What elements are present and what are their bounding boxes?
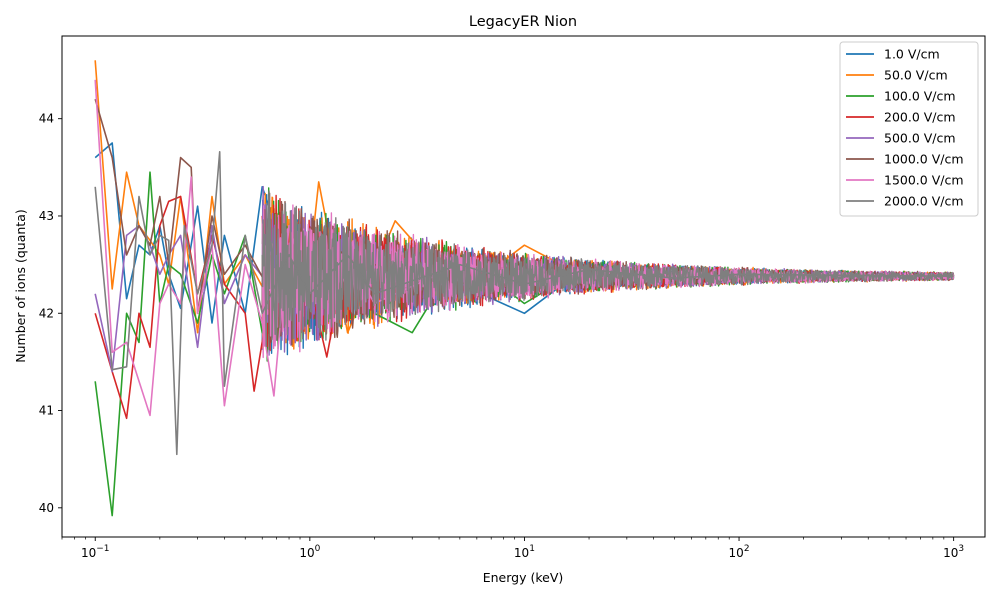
legend-label: 2000.0 V/cm [884, 194, 964, 209]
legend-box [839, 41, 979, 217]
x-tick-label: 103 [943, 544, 964, 560]
legend-label: 1500.0 V/cm [884, 173, 964, 188]
y-tick-label: 42 [39, 306, 54, 320]
y-tick-label: 40 [39, 501, 54, 515]
y-axis: 40 41 42 43 44 [39, 112, 62, 515]
x-axis: 10−1 100 101 102 103 [61, 537, 964, 560]
legend: 1.0 V/cm 50.0 V/cm 100.0 V/cm 200.0 V/cm 500… [839, 41, 979, 217]
x-tick-label: 10−1 [81, 544, 110, 560]
x-tick-label: 100 [299, 544, 320, 560]
legend-label: 1000.0 V/cm [884, 152, 964, 167]
legend-label: 50.0 V/cm [884, 68, 948, 83]
x-tick-label: 101 [514, 544, 535, 560]
y-axis-label: Number of ions (quanta) [13, 209, 28, 363]
series-line [94, 151, 954, 456]
plot-frame [61, 35, 986, 538]
series-line [94, 171, 954, 517]
series-noise-line [261, 190, 955, 348]
chart-title: LegacyER Nion [469, 14, 577, 30]
x-axis-label: Energy (keV) [483, 570, 564, 585]
plot-lines [94, 60, 955, 517]
legend-label: 200.0 V/cm [884, 110, 956, 125]
legend-label: 1.0 V/cm [884, 47, 940, 62]
legend-label: 500.0 V/cm [884, 131, 956, 146]
y-tick-label: 43 [39, 209, 54, 223]
y-tick-label: 41 [39, 404, 54, 418]
y-tick-label: 44 [39, 112, 54, 126]
x-tick-label: 102 [729, 544, 750, 560]
legend-label: 100.0 V/cm [884, 89, 956, 104]
